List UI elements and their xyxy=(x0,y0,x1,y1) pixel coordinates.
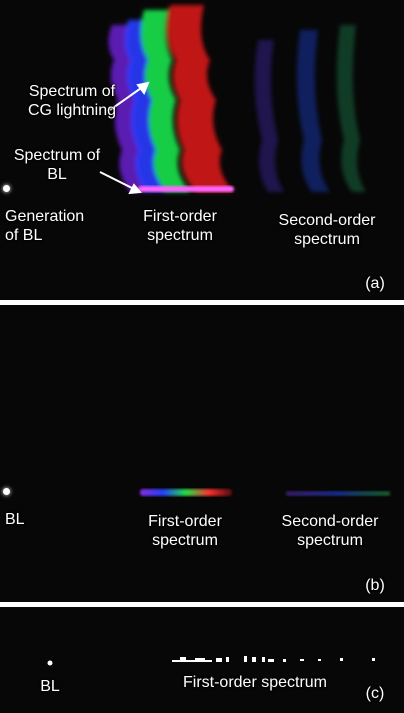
label-first-order-a: First-order spectrum xyxy=(143,208,217,244)
label-first-order-b: First-order spectrum xyxy=(148,513,222,549)
bl-spectrum-line-a xyxy=(138,186,234,192)
first-order-spectrum-c xyxy=(172,656,375,662)
annotation-arrows xyxy=(99,81,150,195)
panel-b: BL First-order spectrum Second-order spe… xyxy=(0,305,404,602)
first-order-spectrum-a xyxy=(108,5,234,192)
label-spectrum-bl: Spectrum of BL xyxy=(13,147,101,183)
bl-source-dot-a xyxy=(3,185,10,192)
panel-letter-a: (a) xyxy=(365,275,385,292)
label-second-order-b: Second-order spectrum xyxy=(281,513,379,549)
label-generation-bl: Generation of BL xyxy=(5,208,85,244)
first-order-spectrum-b xyxy=(140,489,232,496)
panel-letter-b: (b) xyxy=(365,577,385,594)
label-bl-b: BL xyxy=(5,511,25,528)
panel-letter-c: (c) xyxy=(365,685,385,702)
label-bl-c: BL xyxy=(40,678,60,695)
label-spectrum-cg-lightning: Spectrum of CG lightning xyxy=(27,83,117,119)
spectrum-streaks-a xyxy=(99,5,366,195)
label-second-order-a: Second-order spectrum xyxy=(278,212,376,248)
bl-source-dot-c xyxy=(47,660,53,666)
second-order-spectrum-b xyxy=(286,491,390,496)
arrow-cg-lightning xyxy=(109,85,145,111)
panel-c: BL First-order spectrum (c) xyxy=(0,607,404,713)
panel-a: Spectrum of CG lightning Spectrum of BL … xyxy=(0,0,404,300)
spectrum-streaks-b xyxy=(140,489,390,496)
second-order-spectrum-a xyxy=(254,25,366,192)
bl-source-dot-b xyxy=(3,488,10,495)
arrow-bl-spectrum xyxy=(99,171,137,191)
spectrum-binary-c xyxy=(47,656,375,666)
label-first-order-c: First-order spectrum xyxy=(182,674,328,691)
